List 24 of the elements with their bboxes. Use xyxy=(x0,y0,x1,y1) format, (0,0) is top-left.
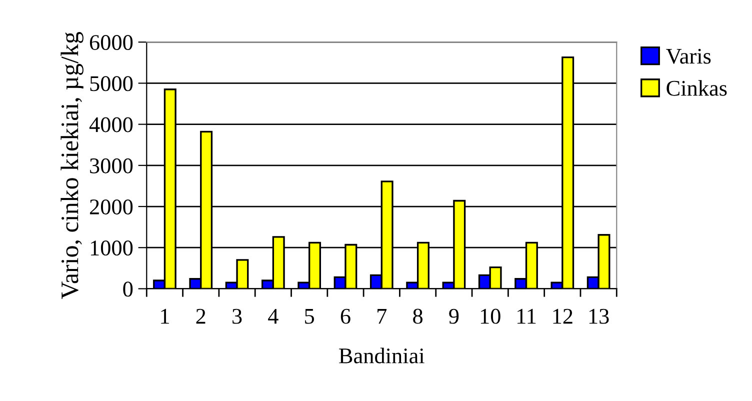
y-tick-label: 6000 xyxy=(90,35,133,50)
x-tick-label: 5 xyxy=(305,309,314,324)
y-axis-title: Vario, cinko kiekiai, µg/kg xyxy=(60,32,84,300)
x-tick-label: 12 xyxy=(553,308,572,324)
x-tick-label: 9 xyxy=(449,308,459,324)
x-tick-label: 3 xyxy=(232,308,242,324)
x-tick-label: 4 xyxy=(268,308,278,324)
x-tick-label: 10 xyxy=(480,308,500,324)
x-tick-label: 1 xyxy=(161,308,169,324)
x-tick-label: 11 xyxy=(518,308,536,324)
legend-label: Varis xyxy=(666,48,711,64)
legend-label: Cinkas xyxy=(666,80,727,96)
y-tick-label: 2000 xyxy=(90,199,133,214)
x-tick-label: 2 xyxy=(196,308,206,324)
x-tick-label: 8 xyxy=(413,308,422,324)
y-tick-label: 5000 xyxy=(90,76,133,92)
y-tick-label: 1000 xyxy=(90,240,133,256)
y-tick-label: 0 xyxy=(123,282,133,297)
x-tick-label: 6 xyxy=(340,308,350,324)
x-tick-label: 13 xyxy=(589,308,609,324)
y-tick-label: 3000 xyxy=(90,158,133,174)
x-axis-title: Bandiniai xyxy=(339,348,424,364)
y-tick-label: 4000 xyxy=(89,117,133,132)
x-tick-label: 7 xyxy=(378,309,387,324)
